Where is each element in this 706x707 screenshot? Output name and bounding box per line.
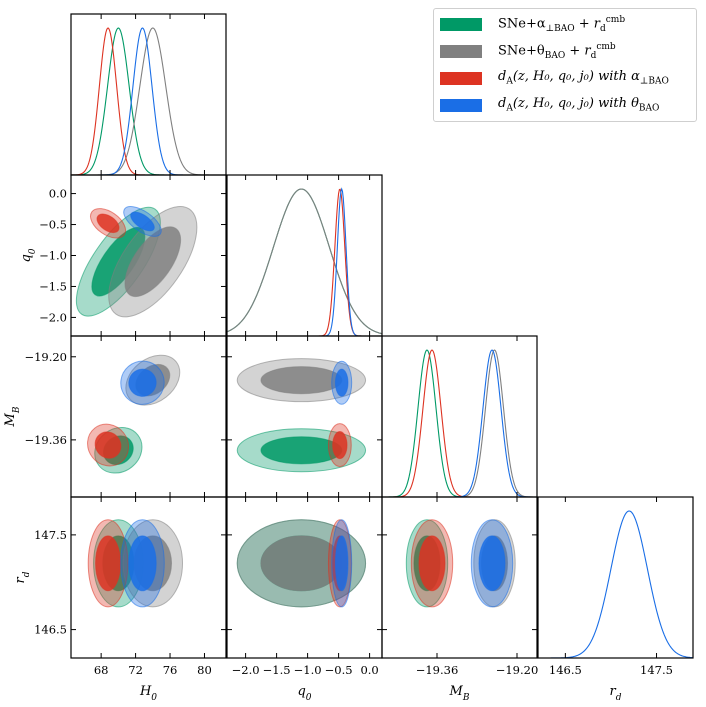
legend-swatch <box>440 98 482 112</box>
legend-item-sne-alpha: SNe+α⊥BAO + rdcmb <box>440 13 696 35</box>
diag-panel-MB <box>382 349 537 497</box>
contour-68-series-3 <box>334 535 349 592</box>
pdf-MB-series-0 <box>382 349 537 497</box>
contour-68-series-3 <box>128 368 157 397</box>
x-tick-labels-MB: −19.36 −19.20 <box>416 663 539 677</box>
panel-MB-vs-q0 <box>236 358 367 473</box>
legend-item-da-alpha: dA(z, H₀, q₀, j₀) with α⊥BAO <box>440 67 696 89</box>
pdf-MB-series-1 <box>382 349 537 497</box>
y-tick-label: −1.5 <box>39 279 67 293</box>
contour-68-series-1 <box>124 226 182 297</box>
frame-3-3 <box>537 496 694 659</box>
legend-label: dA(z, H₀, q₀, j₀) with θBAO <box>498 96 660 114</box>
x-tick-label: 0.0 <box>360 663 378 677</box>
diag-panel-q0 <box>227 187 382 336</box>
diag-panel-H0 <box>71 27 226 175</box>
contour-68-series-2 <box>418 535 446 592</box>
y-tick-label: 0.0 <box>49 187 67 201</box>
frame-2-2 <box>381 335 538 498</box>
pdf-H0-series-2 <box>71 27 226 175</box>
legend-item-da-theta: dA(z, H₀, q₀, j₀) with θBAO <box>440 94 696 116</box>
y-tick-label: −2.0 <box>39 310 67 324</box>
frame-3-0 <box>70 496 227 659</box>
panel-MB-vs-H0 <box>87 354 181 474</box>
contour-68-series-2 <box>332 431 348 460</box>
pdf-MB-series-3 <box>382 349 537 497</box>
y-tick-labels-q0: −2.0 −1.5 −1.0 −0.5 0.0 <box>39 187 67 325</box>
x-tick-label: 72 <box>128 663 143 677</box>
xlabel-q0: q0 <box>297 684 311 703</box>
frame-1-1 <box>226 174 383 337</box>
pdf-rd <box>538 510 693 658</box>
y-tick-labels-MB: −19.20 −19.36 <box>24 350 67 447</box>
diag-panel-rd <box>538 510 693 658</box>
xlabel-MB: MB <box>449 684 470 703</box>
frame-3-2 <box>381 496 538 659</box>
y-tick-label: 146.5 <box>34 623 67 637</box>
y-tick-labels-rd: 147.5 146.5 <box>34 528 67 637</box>
legend-label: dA(z, H₀, q₀, j₀) with α⊥BAO <box>498 69 669 87</box>
x-tick-label: −0.5 <box>325 663 353 677</box>
x-tick-label: 68 <box>94 663 109 677</box>
contour-68-series-2 <box>95 535 122 592</box>
pdf-H0-series-0 <box>71 27 226 175</box>
x-tick-labels-H0: 68 72 76 80 <box>94 663 212 677</box>
pdf-q0-series-3 <box>227 187 382 336</box>
legend-label: SNe+α⊥BAO + rdcmb <box>498 14 626 34</box>
x-tick-label: 80 <box>197 663 212 677</box>
legend-swatch <box>440 17 482 31</box>
contour-68-series-2 <box>96 213 120 234</box>
y-tick-label: −1.0 <box>39 249 67 263</box>
ylabel-q0: q0 <box>19 248 38 262</box>
pdf-MB-series-2 <box>382 349 537 497</box>
y-tick-label: −19.36 <box>24 433 67 447</box>
x-tick-label: −19.20 <box>496 663 539 677</box>
pdf-H0-series-1 <box>71 27 226 175</box>
panel-rd-vs-H0 <box>87 519 184 608</box>
x-tick-label: 147.5 <box>640 663 673 677</box>
frame-0-0 <box>70 13 227 176</box>
pdf-q0-series-2 <box>227 188 382 336</box>
ylabel-rd: rd <box>13 571 32 583</box>
x-tick-label: 76 <box>163 663 178 677</box>
pdf-q0-series-1 <box>227 188 382 335</box>
legend: SNe+α⊥BAO + rdcmb SNe+θBAO + rdcmb dA(z,… <box>433 8 697 122</box>
legend-swatch <box>440 44 482 58</box>
x-tick-label: −2.0 <box>232 663 260 677</box>
y-tick-label: −0.5 <box>39 218 67 232</box>
x-tick-label: −19.36 <box>416 663 459 677</box>
panel-rd-vs-MB <box>405 519 516 608</box>
xlabel-rd: rd <box>610 684 622 703</box>
pdf-H0-series-3 <box>71 27 226 175</box>
xlabel-H0: H0 <box>139 684 157 703</box>
y-tick-label: −19.20 <box>24 350 67 364</box>
x-tick-labels-q0: −2.0 −1.5 −1.0 −0.5 0.0 <box>232 663 379 677</box>
panel-q0-vs-H0 <box>75 205 198 318</box>
contour-68-series-2 <box>94 431 122 459</box>
x-tick-label: 146.5 <box>549 663 582 677</box>
panel-rd-vs-q0 <box>236 519 367 608</box>
contour-68-series-3 <box>334 368 349 397</box>
contour-68-series-3 <box>128 535 157 592</box>
contour-68-series-3 <box>130 211 155 232</box>
legend-item-sne-theta: SNe+θBAO + rdcmb <box>440 40 696 62</box>
pdf-q0-series-0 <box>227 188 382 335</box>
y-tick-label: 147.5 <box>34 528 67 542</box>
ylabel-MB: MB <box>3 406 22 427</box>
contour-68-series-3 <box>478 535 506 592</box>
legend-label: SNe+θBAO + rdcmb <box>498 41 616 61</box>
contour-68-series-1 <box>260 366 343 395</box>
legend-swatch <box>440 71 482 85</box>
x-tick-labels-rd: 146.5 147.5 <box>549 663 673 677</box>
x-tick-label: −1.0 <box>294 663 322 677</box>
x-tick-label: −1.5 <box>263 663 291 677</box>
